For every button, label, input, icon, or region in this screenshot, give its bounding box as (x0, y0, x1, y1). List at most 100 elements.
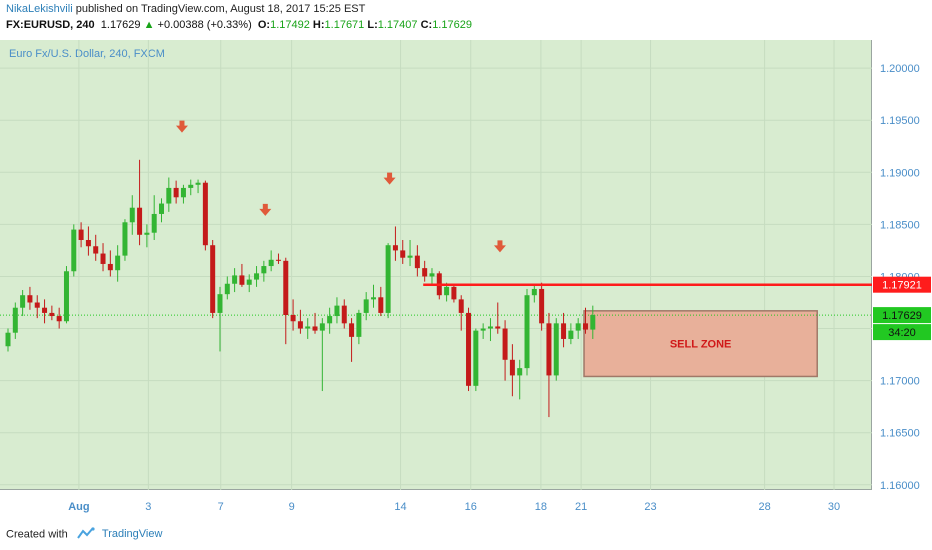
down-arrow-icon (259, 203, 272, 216)
chart-plot-area[interactable]: Euro Fx/U.S. Dollar, 240, FXCM SELL ZONE (0, 40, 872, 490)
candle-bull (63, 271, 69, 322)
candle-bear (297, 321, 303, 329)
candle-bull (129, 207, 135, 223)
candle-bear (93, 246, 99, 254)
candle-bull (473, 330, 479, 386)
candle-bear (107, 263, 113, 271)
published-text: published on TradingView.com, August 18,… (75, 3, 366, 15)
candle-bear (312, 326, 318, 331)
price-tick-label: 1.19000 (880, 167, 920, 179)
candle-bull (224, 283, 230, 295)
candle-bear (42, 307, 48, 313)
candle-bull (115, 255, 121, 271)
price-tick-label: 1.19500 (880, 115, 920, 127)
chart-title: Euro Fx/U.S. Dollar, 240, FXCM (9, 48, 165, 60)
candle-bear (378, 297, 384, 313)
close-value: 1.17629 (432, 19, 472, 31)
candle-bear (349, 323, 355, 337)
candle-bull (363, 299, 369, 313)
time-tick-label: Aug (68, 501, 89, 513)
candle-bull (122, 222, 128, 256)
candle-bear (495, 326, 501, 329)
price-tick-label: 1.18500 (880, 219, 920, 231)
candle-bull (371, 297, 376, 300)
candle-bull (188, 184, 194, 188)
candle-bull (261, 266, 267, 274)
candle-bull (217, 294, 223, 313)
candle-bear (100, 253, 106, 264)
candle-bear (509, 359, 515, 376)
high-label: H: (312, 19, 325, 31)
time-tick-label: 23 (644, 501, 656, 513)
candle-bear (458, 299, 464, 313)
candle-bear (85, 240, 91, 247)
candle-bull (334, 305, 340, 317)
candle-bull (144, 232, 150, 235)
sell-zone-box (583, 310, 818, 378)
created-with-text: Created with (6, 528, 68, 541)
candle-bull (166, 187, 172, 204)
candle-bear (414, 255, 420, 269)
candle-bear (502, 328, 508, 360)
candle-bull (385, 245, 391, 313)
candle-bear (283, 260, 289, 315)
candle-bull (327, 316, 333, 324)
price-axis[interactable]: 1.200001.195001.190001.185001.180001.175… (872, 40, 932, 492)
bar-countdown-flag (873, 324, 931, 341)
down-arrow-icon (493, 240, 506, 253)
change-up-icon: ▲ (143, 19, 155, 31)
candle-bull (575, 323, 581, 331)
candle-bear (451, 286, 457, 300)
candle-bear (173, 187, 179, 198)
time-tick-label: 7 (218, 501, 224, 513)
price-tick-label: 1.17000 (880, 376, 920, 388)
candle-bull (444, 286, 450, 296)
candle-bull (590, 315, 596, 330)
time-tick-label: 28 (758, 501, 770, 513)
tradingview-brand[interactable]: TradingView (101, 528, 163, 541)
time-tick-label: 30 (828, 501, 840, 513)
price-tick-label: 1.16000 (880, 480, 920, 490)
time-axis-svg: Aug 3 7 9 14 16 18 21 23 28 30 (68, 501, 840, 513)
candle-bear (27, 295, 33, 303)
price-change: +0.00388 (+0.33%) (157, 19, 252, 31)
candlestick-chart: Euro Fx/U.S. Dollar, 240, FXCM SELL ZONE (0, 40, 872, 490)
symbol-interval: FX:EURUSD, 240 (6, 19, 95, 31)
candle-bear (290, 315, 296, 322)
candle-bear (78, 229, 84, 240)
tradingview-logo-icon (77, 527, 95, 542)
candle-bear (392, 245, 398, 251)
candle-bear (582, 323, 588, 330)
last-price-flag (873, 307, 931, 324)
candle-bear (466, 312, 472, 386)
time-tick-label: 16 (465, 501, 477, 513)
candle-bear (400, 250, 406, 258)
resistance-price-flag (873, 276, 931, 293)
time-tick-label: 18 (535, 501, 547, 513)
candle-bull (12, 307, 18, 333)
time-tick-label: 3 (145, 501, 151, 513)
candle-bull (568, 330, 574, 339)
resistance-price-label: 1.17921 (882, 280, 922, 292)
low-label: L: (367, 19, 378, 31)
ohlc-legend: FX:EURUSD, 240 1.17629 ▲ +0.00388 (+0.33… (6, 19, 472, 31)
down-arrow-icon (383, 172, 396, 185)
sell-zone-label: SELL ZONE (670, 339, 732, 351)
time-axis[interactable]: Aug 3 7 9 14 16 18 21 23 28 30 (0, 490, 872, 520)
time-tick-label: 9 (289, 501, 295, 513)
candle-bull (407, 255, 413, 258)
candle-bull (151, 213, 157, 233)
candle-bull (517, 368, 523, 376)
candle-bull (20, 295, 26, 308)
candle-bear (56, 316, 62, 322)
candle-bull (305, 326, 311, 329)
candle-bear (539, 288, 545, 324)
author-link[interactable]: NikaLekishvili (6, 3, 73, 15)
last-price: 1.17629 (100, 19, 141, 31)
candle-bull (254, 273, 260, 280)
candle-bear (202, 182, 208, 246)
candle-bear (546, 323, 552, 376)
candle-bear (239, 275, 245, 285)
close-label: C: (420, 19, 433, 31)
candle-bull (5, 332, 11, 347)
